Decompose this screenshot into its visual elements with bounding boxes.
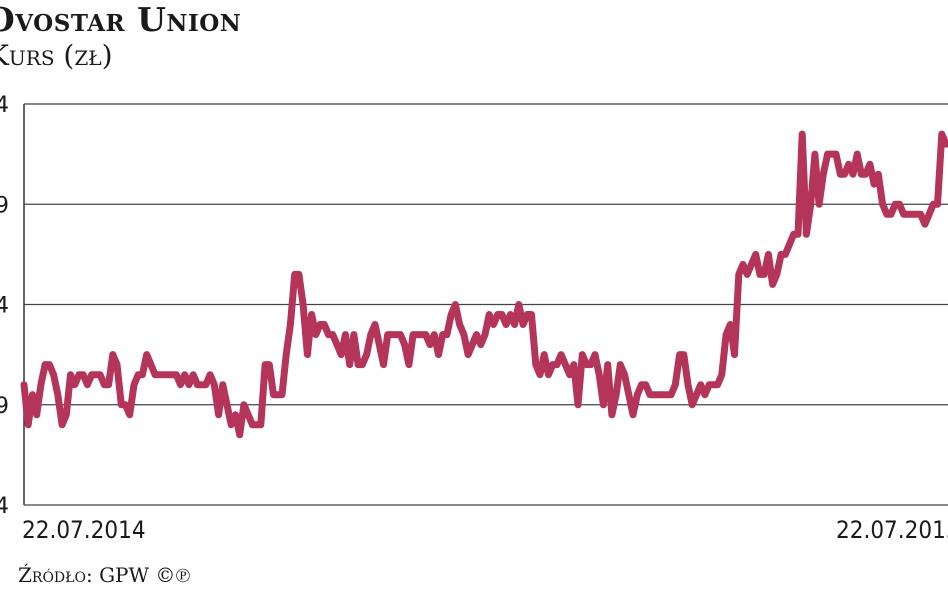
- chart-subtitle: Kurs (zł): [0, 39, 113, 72]
- source-note: Źródło: GPW ©℗: [18, 563, 191, 587]
- y-tick-label: 9: [0, 394, 9, 419]
- series-layer: [20, 130, 948, 439]
- chart-title: Ovostar Union: [0, 0, 242, 39]
- y-tick-label: 4: [0, 93, 9, 118]
- x-tick-label: 22.07.2015: [836, 516, 948, 544]
- gridlines: [23, 103, 948, 506]
- y-tick-label: 4: [0, 494, 9, 519]
- y-tick-label: 4: [0, 294, 9, 319]
- y-tick-labels: 4 9 4 9 4: [0, 93, 9, 519]
- x-tick-label: 22.07.2014: [22, 516, 146, 544]
- x-tick-labels: 22.07.2014 22.07.2015: [22, 516, 948, 544]
- series-line: [20, 130, 948, 439]
- y-tick-label: 9: [0, 193, 9, 218]
